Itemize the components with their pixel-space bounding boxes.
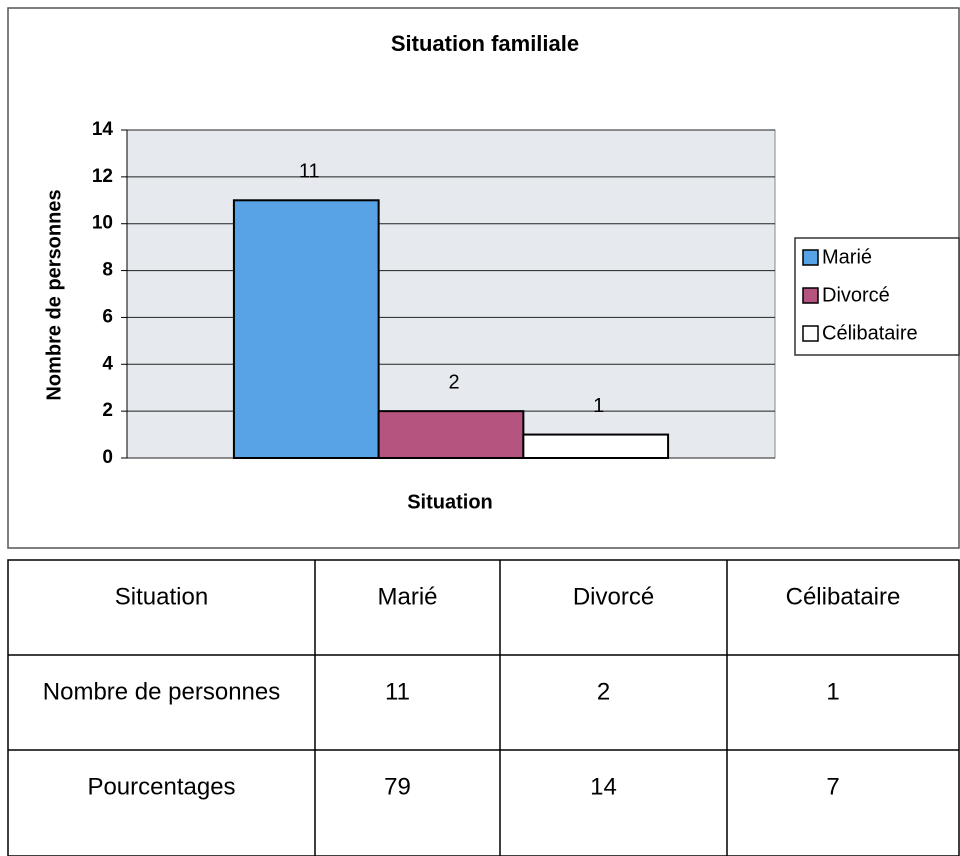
table-cell: Divorcé bbox=[573, 583, 654, 610]
legend-label: Marié bbox=[822, 246, 872, 268]
plot-area bbox=[126, 129, 776, 459]
data-label: 2 bbox=[448, 371, 459, 393]
data-label: 1 bbox=[593, 395, 604, 417]
y-tick-label: 10 bbox=[92, 213, 113, 234]
legend-swatch bbox=[802, 249, 819, 266]
bar bbox=[377, 410, 525, 459]
y-tick-label: 4 bbox=[102, 353, 113, 374]
table-cell: 2 bbox=[597, 678, 610, 705]
table-cell: 14 bbox=[590, 773, 617, 800]
legend-label: Célibataire bbox=[822, 322, 918, 344]
y-tick-label: 2 bbox=[102, 400, 113, 421]
bar bbox=[232, 199, 380, 460]
y-tick-label: 0 bbox=[102, 447, 113, 468]
y-tick-label: 8 bbox=[102, 260, 113, 281]
table-frame bbox=[7, 559, 960, 856]
legend-box bbox=[794, 237, 960, 356]
y-axis-label: Nombre de personnes bbox=[43, 189, 65, 400]
legend-label: Divorcé bbox=[822, 284, 890, 306]
table-cell: 79 bbox=[384, 773, 411, 800]
table-cell: Situation bbox=[115, 583, 208, 610]
bar bbox=[522, 433, 670, 460]
x-axis-label: Situation bbox=[407, 491, 493, 513]
legend-swatch bbox=[802, 325, 819, 342]
table-cell: 1 bbox=[826, 678, 839, 705]
table-cell: 11 bbox=[385, 678, 410, 705]
table-cell: Pourcentages bbox=[87, 773, 235, 800]
table-cell: Marié bbox=[377, 583, 437, 610]
legend-swatch bbox=[802, 287, 819, 304]
y-tick-label: 12 bbox=[92, 166, 113, 187]
table-cell: Célibataire bbox=[786, 583, 901, 610]
data-label: 11 bbox=[299, 161, 320, 183]
y-tick-label: 6 bbox=[102, 306, 113, 327]
y-tick-label: 14 bbox=[92, 119, 114, 140]
table-cell: 7 bbox=[826, 773, 839, 800]
chart-title: Situation familiale bbox=[391, 31, 579, 56]
table-cell: Nombre de personnes bbox=[43, 678, 280, 705]
